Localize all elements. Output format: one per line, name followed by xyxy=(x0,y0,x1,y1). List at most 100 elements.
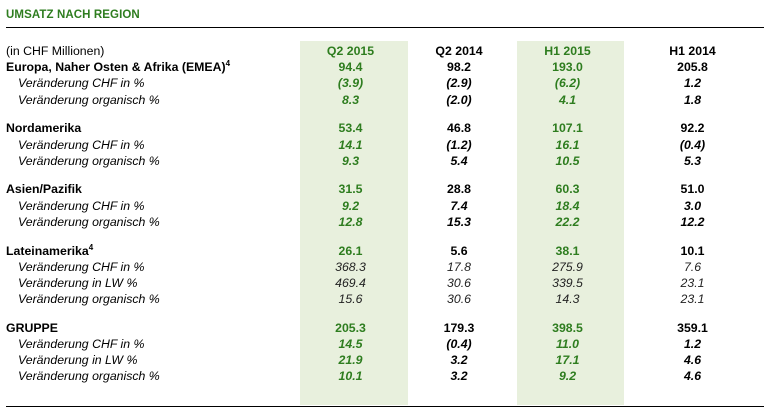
change-row: Veränderung organisch % 12.8 15.3 22.2 12.2 xyxy=(6,214,764,230)
region-value: 107.1 xyxy=(552,121,583,136)
change-value: 5.4 xyxy=(450,153,468,168)
region-value: 31.5 xyxy=(338,182,363,197)
region-name: Lateinamerika4 xyxy=(6,243,297,259)
region-name: Europa, Naher Osten & Afrika (EMEA)4 xyxy=(6,59,297,75)
change-row: Veränderung CHF in % 368.3 17.8 275.9 7.6 xyxy=(6,259,764,275)
region-value: 359.1 xyxy=(677,320,708,335)
row-spacer xyxy=(6,230,764,243)
region-value: 92.2 xyxy=(680,121,705,136)
highlight-column-q2-2015 xyxy=(300,41,408,405)
region-value: 205.8 xyxy=(677,60,708,75)
change-row: Veränderung CHF in % 14.5 (0.4) 11.0 1.2 xyxy=(6,336,764,352)
change-value: 8.3 xyxy=(341,92,360,107)
change-value: 339.5 xyxy=(552,275,583,290)
footnote-marker: 4 xyxy=(225,59,231,69)
change-value: 1.2 xyxy=(683,337,702,352)
change-value: 30.6 xyxy=(447,275,471,290)
change-value: 15.3 xyxy=(447,214,471,229)
region-name-text: Asien/Pazifik xyxy=(6,182,82,197)
column-header-q2-2014: Q2 2014 xyxy=(435,44,483,58)
spacer-cell xyxy=(6,169,297,182)
change-value: 4.1 xyxy=(558,92,577,107)
region-name: Nordamerika xyxy=(6,120,297,136)
change-value: 17.1 xyxy=(555,353,580,368)
region-name-text: GRUPPE xyxy=(6,320,58,335)
change-value: 469.4 xyxy=(335,275,366,290)
region-value: 205.3 xyxy=(335,320,366,335)
top-rule xyxy=(6,27,764,28)
change-label: Veränderung CHF in % xyxy=(18,76,145,91)
change-value: 9.2 xyxy=(558,369,577,384)
change-value: (3.9) xyxy=(337,76,364,91)
region-name-text: Europa, Naher Osten & Afrika (EMEA) xyxy=(6,60,226,75)
change-value: (0.4) xyxy=(446,337,472,352)
change-value: 22.2 xyxy=(555,214,580,229)
change-value: 15.6 xyxy=(338,292,363,307)
change-value: 4.6 xyxy=(683,353,702,368)
change-value: 368.3 xyxy=(335,259,366,274)
change-row: Veränderung organisch % 9.3 5.4 10.5 5.3 xyxy=(6,153,764,169)
change-value: (1.2) xyxy=(446,137,472,152)
spacer-cell xyxy=(6,307,297,320)
change-value: 4.6 xyxy=(683,369,702,384)
change-value: 21.9 xyxy=(338,353,363,368)
region-name-text: Lateinamerika xyxy=(6,243,89,258)
change-label: Veränderung CHF in % xyxy=(18,259,145,274)
region-row: Nordamerika 53.4 46.8 107.1 92.2 xyxy=(6,120,764,136)
change-value: 9.3 xyxy=(341,153,360,168)
revenue-table: (in CHF Millionen) Q2 2015 Q2 2014 H1 20… xyxy=(6,43,764,385)
region-value: 179.3 xyxy=(443,320,475,335)
change-value: 30.6 xyxy=(447,292,471,307)
region-value: 60.3 xyxy=(555,182,580,197)
change-value: 18.4 xyxy=(555,198,580,213)
change-value: 1.8 xyxy=(683,92,702,107)
region-value: 46.8 xyxy=(447,121,471,136)
change-value: (2.0) xyxy=(446,92,472,107)
bottom-rule xyxy=(6,406,764,407)
change-label: Veränderung CHF in % xyxy=(18,137,145,152)
change-row: Veränderung CHF in % (3.9) (2.9) (6.2) 1.2 xyxy=(6,75,764,91)
change-value: 5.3 xyxy=(683,153,702,168)
change-row: Veränderung CHF in % 9.2 7.4 18.4 3.0 xyxy=(6,198,764,214)
change-row: Veränderung organisch % 8.3 (2.0) 4.1 1.8 xyxy=(6,92,764,108)
change-value: 23.1 xyxy=(680,275,705,290)
spacer-cell xyxy=(6,108,297,121)
change-label: Veränderung organisch % xyxy=(18,92,160,107)
change-value: 1.2 xyxy=(683,76,702,91)
region-row: Europa, Naher Osten & Afrika (EMEA)4 94.4… xyxy=(6,59,764,75)
region-name: GRUPPE xyxy=(6,320,297,336)
region-value: 5.6 xyxy=(450,243,468,258)
change-value: 3.0 xyxy=(683,198,702,213)
change-value: 12.2 xyxy=(680,214,705,229)
region-value: 38.1 xyxy=(555,243,580,258)
region-value: 51.0 xyxy=(680,182,705,197)
region-row: Lateinamerika4 26.1 5.6 38.1 10.1 xyxy=(6,243,764,259)
region-name: Asien/Pazifik xyxy=(6,181,297,197)
change-value: 3.2 xyxy=(450,353,468,368)
change-value: 10.1 xyxy=(338,369,363,384)
row-spacer xyxy=(6,108,764,121)
row-spacer xyxy=(6,169,764,182)
change-label: Veränderung organisch % xyxy=(18,214,160,229)
region-value: 28.8 xyxy=(447,182,471,197)
change-value: 7.4 xyxy=(450,198,468,213)
change-label: Veränderung organisch % xyxy=(18,292,160,307)
region-value: 53.4 xyxy=(338,121,363,136)
change-value: 14.3 xyxy=(555,292,580,307)
change-value: (0.4) xyxy=(679,137,706,152)
change-label: Veränderung CHF in % xyxy=(18,337,145,352)
change-value: 14.5 xyxy=(338,337,363,352)
spacer-cell xyxy=(6,230,297,243)
change-row: Veränderung organisch % 15.6 30.6 14.3 23.1 xyxy=(6,291,764,307)
change-label: Veränderung organisch % xyxy=(18,369,160,384)
change-value: 11.0 xyxy=(555,337,580,352)
change-label: Veränderung CHF in % xyxy=(18,198,145,213)
change-value: 10.5 xyxy=(555,153,580,168)
column-header-h1-2014: H1 2014 xyxy=(669,44,716,58)
change-row: Veränderung organisch % 10.1 3.2 9.2 4.6 xyxy=(6,368,764,384)
row-spacer xyxy=(6,307,764,320)
change-label: Veränderung in LW % xyxy=(18,275,138,290)
region-value: 94.4 xyxy=(338,60,363,75)
region-name-text: Nordamerika xyxy=(6,121,82,136)
